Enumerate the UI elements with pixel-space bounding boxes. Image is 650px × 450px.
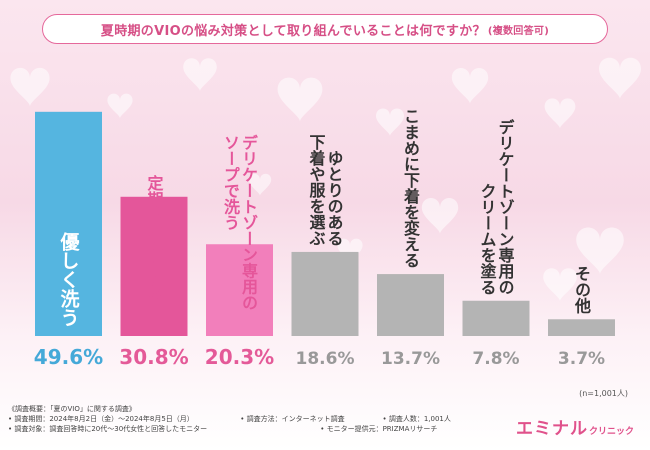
value-label-0: 49.6% [34, 345, 103, 369]
category-label-3-0: ゆとりのある [325, 150, 344, 246]
bar-chart: 優しく洗う49.6%定期的に処理する30.8%デリケートゾーン専用のソープで洗う… [34, 108, 615, 369]
bar-1 [120, 196, 188, 336]
title-note: (複数回答可) [487, 25, 550, 37]
bar-5 [462, 300, 530, 336]
footer-heading: 《調査概要：「夏のVIO」に関する調査》 [8, 405, 136, 413]
value-label-4: 13.7% [381, 349, 440, 369]
category-label-5-0: デリケートゾーン専用の [496, 118, 515, 295]
bar-3 [291, 251, 359, 336]
bar-0 [35, 111, 102, 336]
bar-6 [548, 319, 615, 336]
logo-main: エミナル [515, 419, 588, 439]
value-label-3: 18.6% [296, 349, 355, 369]
category-label-0-0: 優しく洗う [58, 231, 81, 327]
footer-method: • 調査方法：インターネット調査 [240, 415, 345, 423]
bar-4 [377, 274, 444, 336]
footer-period: • 調査期間：2024年8月2日（金）～2024年8月5日（月） [8, 415, 194, 423]
category-label-5-1: クリームを塗る [478, 183, 497, 295]
logo-sub: クリニック [588, 427, 634, 437]
category-label-1-0: 定期的に処理する [145, 174, 165, 303]
chart-title: 夏時期のVIOの悩み対策として取り組んでいることは何ですか？ (複数回答可) [42, 14, 608, 44]
category-label-6-0: その他 [572, 265, 592, 314]
category-label-2-0: デリケートゾーン専用の [239, 133, 258, 310]
clinic-logo: エミナルクリニック [516, 414, 634, 439]
footer-count: • 調査人数：1,001人 [382, 415, 451, 423]
category-label-2-1: ソープで洗う [221, 134, 240, 230]
category-label-4-0: こまめに下着を変える [401, 108, 421, 268]
footer-target: • 調査対象：調査回答時に20代～30代女性と回答したモニター [8, 425, 208, 433]
value-label-2: 20.3% [205, 345, 274, 369]
value-label-1: 30.8% [119, 345, 188, 369]
category-label-3-1: 下着や服を選ぶ [307, 134, 327, 246]
bar-2 [206, 244, 273, 336]
survey-footer: 《調査概要：「夏のVIO」に関する調査》 • 調査期間：2024年8月2日（金）… [8, 404, 528, 434]
value-label-5: 7.8% [472, 349, 519, 369]
title-text: 夏時期のVIOの悩み対策として取り組んでいることは何ですか？ [100, 23, 486, 39]
sample-size: (n=1,001人) [579, 389, 628, 398]
value-label-6: 3.7% [558, 349, 605, 369]
footer-provider: • モニター提供元：PRIZMAリサーチ [320, 425, 438, 433]
